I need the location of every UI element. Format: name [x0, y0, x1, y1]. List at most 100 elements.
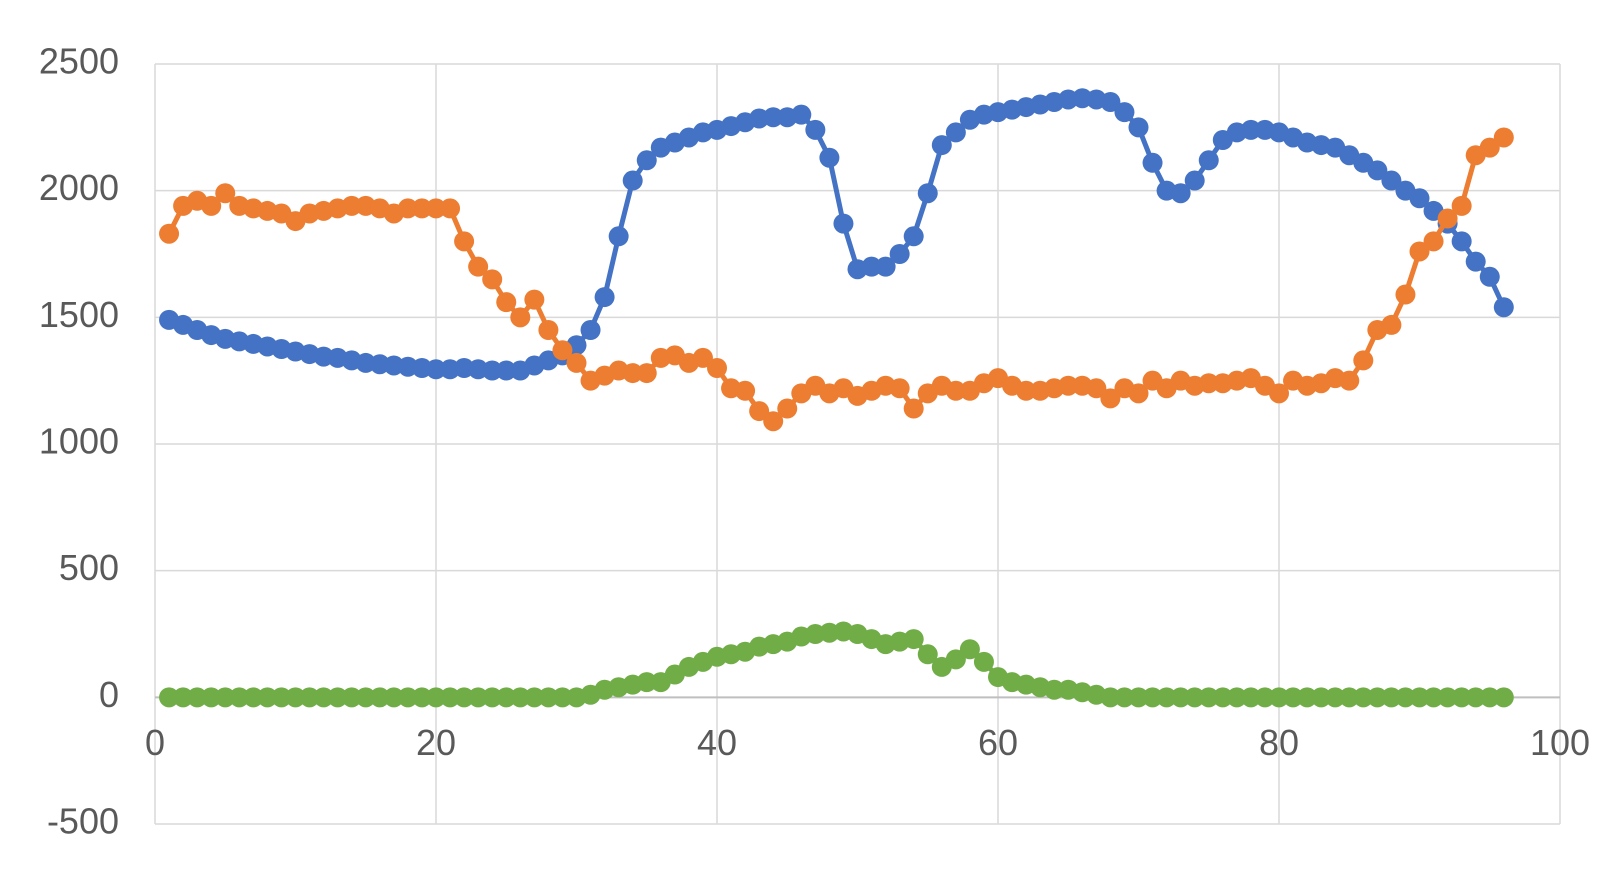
marker: [1128, 687, 1149, 708]
marker: [1479, 266, 1500, 287]
marker: [468, 256, 489, 277]
marker: [580, 320, 601, 340]
marker: [341, 687, 362, 708]
marker: [1437, 208, 1458, 229]
marker: [917, 644, 938, 665]
marker: [1170, 183, 1191, 204]
y-tick-label: 1000: [39, 421, 119, 462]
marker: [187, 687, 208, 708]
marker: [271, 687, 292, 708]
marker: [833, 213, 854, 234]
series-line: [169, 628, 1504, 700]
marker: [777, 398, 798, 419]
marker: [383, 687, 404, 708]
marker: [482, 360, 503, 381]
marker: [1465, 687, 1486, 708]
marker: [397, 687, 418, 708]
marker: [440, 198, 461, 219]
y-tick-label: 0: [99, 674, 119, 715]
marker: [524, 687, 545, 708]
marker: [1479, 687, 1500, 708]
x-tick-label: 100: [1530, 722, 1590, 763]
marker: [594, 287, 615, 308]
marker: [861, 256, 882, 277]
marker: [1142, 152, 1163, 173]
marker: [159, 223, 180, 244]
marker: [201, 687, 222, 708]
x-tick-label: 80: [1259, 722, 1299, 763]
marker: [1184, 687, 1205, 708]
marker: [496, 687, 517, 708]
marker: [1128, 383, 1149, 404]
marker: [496, 292, 517, 313]
marker: [1325, 687, 1346, 708]
marker: [257, 687, 278, 708]
marker: [201, 195, 222, 216]
marker: [411, 198, 432, 219]
marker: [1198, 373, 1219, 394]
marker: [243, 687, 264, 708]
marker: [749, 401, 770, 422]
marker: [1240, 119, 1261, 140]
marker: [1142, 687, 1163, 708]
marker: [482, 687, 503, 708]
marker: [299, 687, 320, 708]
marker: [327, 687, 348, 708]
marker: [538, 687, 559, 708]
marker: [805, 119, 826, 140]
marker: [552, 687, 573, 708]
marker: [636, 672, 657, 693]
marker: [1339, 370, 1360, 391]
marker: [1353, 350, 1374, 371]
marker: [1254, 687, 1275, 708]
marker: [355, 687, 376, 708]
marker: [931, 135, 952, 156]
marker: [538, 320, 559, 340]
marker: [636, 150, 657, 171]
marker: [426, 359, 446, 380]
y-tick-label: 1500: [39, 294, 119, 335]
marker: [1381, 314, 1402, 335]
marker: [1226, 687, 1247, 708]
marker: [608, 226, 629, 247]
marker: [1493, 127, 1514, 148]
marker: [763, 107, 784, 128]
marker: [285, 687, 306, 708]
marker: [1184, 170, 1205, 191]
marker: [1114, 102, 1135, 123]
marker: [454, 231, 475, 252]
marker: [411, 687, 432, 708]
marker: [173, 687, 194, 708]
marker: [1100, 92, 1121, 112]
marker: [482, 269, 503, 290]
marker: [1381, 687, 1402, 708]
marker: [524, 289, 545, 310]
y-tick-label: 2500: [39, 41, 119, 82]
marker: [215, 687, 236, 708]
marker: [1465, 251, 1486, 272]
marker: [496, 360, 517, 381]
marker: [707, 358, 727, 378]
marker: [959, 639, 980, 660]
marker: [1367, 160, 1388, 181]
marker: [1100, 687, 1121, 708]
marker: [341, 195, 362, 216]
marker: [1198, 687, 1219, 708]
marker: [1198, 150, 1219, 171]
marker: [903, 629, 924, 650]
marker: [1128, 117, 1149, 138]
marker: [692, 347, 713, 368]
marker: [1339, 687, 1360, 708]
marker: [763, 411, 784, 432]
marker: [973, 651, 994, 672]
marker: [791, 104, 812, 125]
marker: [819, 147, 840, 168]
y-tick-label: 500: [59, 547, 119, 588]
marker: [397, 198, 418, 219]
marker: [889, 244, 910, 264]
marker: [1297, 687, 1318, 708]
marker: [1479, 137, 1500, 158]
marker: [510, 687, 531, 708]
y-tick-label: 2000: [39, 167, 119, 208]
